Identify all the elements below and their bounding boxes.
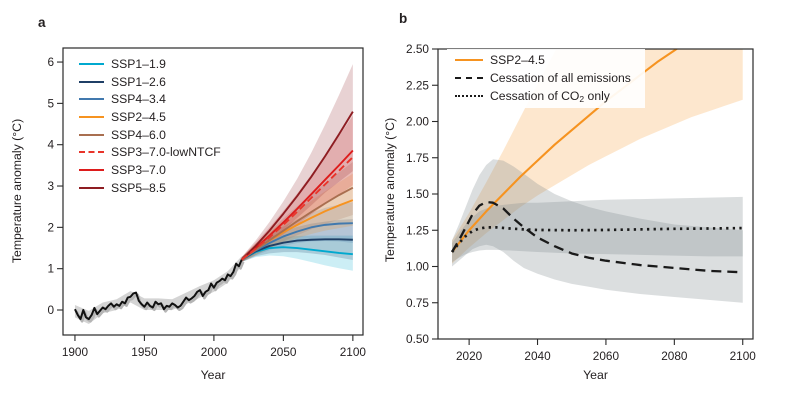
legend-label: SSP1–2.6 [111,74,166,89]
legend-label: SSP2–4.5 [111,109,166,124]
svg-text:4: 4 [47,138,54,152]
svg-text:2100: 2100 [340,345,367,359]
svg-text:0.75: 0.75 [406,296,429,310]
line-swatch-icon [79,80,104,83]
legend-label: Cessation of CO2 only [490,88,610,104]
line-swatch-icon [79,186,104,189]
legend-label: SSP1–1.9 [111,56,166,71]
svg-text:0: 0 [47,303,54,317]
line-swatch-icon [79,115,104,118]
svg-text:1: 1 [47,262,54,276]
dotted-line-swatch-icon [455,95,483,97]
legend-label: SSP4–3.4 [111,92,166,107]
svg-text:2050: 2050 [270,345,297,359]
panel-a-letter: a [38,15,46,30]
panel-b-y-axis-label: Temperature anomaly (°C) [383,117,397,263]
legend-label: Cessation of all emissions [490,71,631,85]
svg-text:1.25: 1.25 [406,223,429,237]
legend-item: SSP4–6.0 [79,126,221,144]
legend-label: SSP2–4.5 [490,53,545,67]
panel-a-x-axis-label: Year [200,368,226,382]
svg-text:1.50: 1.50 [406,187,429,201]
line-swatch-icon [455,59,483,61]
legend-label: SSP3–7.0-lowNTCF [111,145,221,160]
dashed-line-swatch-icon [79,151,104,154]
legend-label: SSP3–7.0 [111,162,166,177]
panel-b-x-axis-label: Year [583,368,608,382]
panel-b-legend: SSP2–4.5 Cessation of all emissions Cess… [447,49,645,108]
svg-text:1950: 1950 [131,345,158,359]
panel-a-legend: SSP1–1.9 SSP1–2.6 SSP4–3.4 SSP2–4.5 SSP4… [79,55,221,197]
panel-b-letter: b [399,11,408,26]
svg-text:2.25: 2.25 [406,78,429,92]
svg-text:2000: 2000 [201,345,228,359]
svg-text:2020: 2020 [456,349,483,363]
svg-text:2080: 2080 [661,349,688,363]
svg-text:0.50: 0.50 [406,332,429,346]
legend-item: SSP3–7.0-lowNTCF [79,143,221,161]
svg-text:2060: 2060 [593,349,620,363]
legend-item: Cessation of CO2 only [455,87,631,105]
svg-text:1.75: 1.75 [406,151,429,165]
legend-item: SSP4–3.4 [79,90,221,108]
svg-text:2100: 2100 [730,349,757,363]
svg-text:2040: 2040 [524,349,551,363]
legend-item: SSP1–1.9 [79,55,221,73]
svg-text:2.50: 2.50 [406,42,429,56]
legend-item: SSP2–4.5 [455,51,631,69]
panel-a-y-axis-label: Temperature anomaly (°C) [10,118,24,264]
svg-text:2: 2 [47,220,54,234]
legend-item: SSP5–8.5 [79,179,221,197]
legend-label: SSP4–6.0 [111,127,166,142]
svg-text:6: 6 [47,55,54,69]
dashed-line-swatch-icon [455,77,483,79]
svg-text:3: 3 [47,179,54,193]
svg-text:1.00: 1.00 [406,260,429,274]
svg-text:1900: 1900 [62,345,89,359]
legend-item: Cessation of all emissions [455,69,631,87]
legend-item: SSP3–7.0 [79,161,221,179]
line-swatch-icon [79,62,104,65]
line-swatch-icon [79,168,104,171]
svg-text:5: 5 [47,96,54,110]
svg-text:2.00: 2.00 [406,115,429,129]
legend-label: SSP5–8.5 [111,180,166,195]
legend-item: SSP1–2.6 [79,73,221,91]
line-swatch-icon [79,98,104,101]
line-swatch-icon [79,133,104,136]
legend-item: SSP2–4.5 [79,108,221,126]
